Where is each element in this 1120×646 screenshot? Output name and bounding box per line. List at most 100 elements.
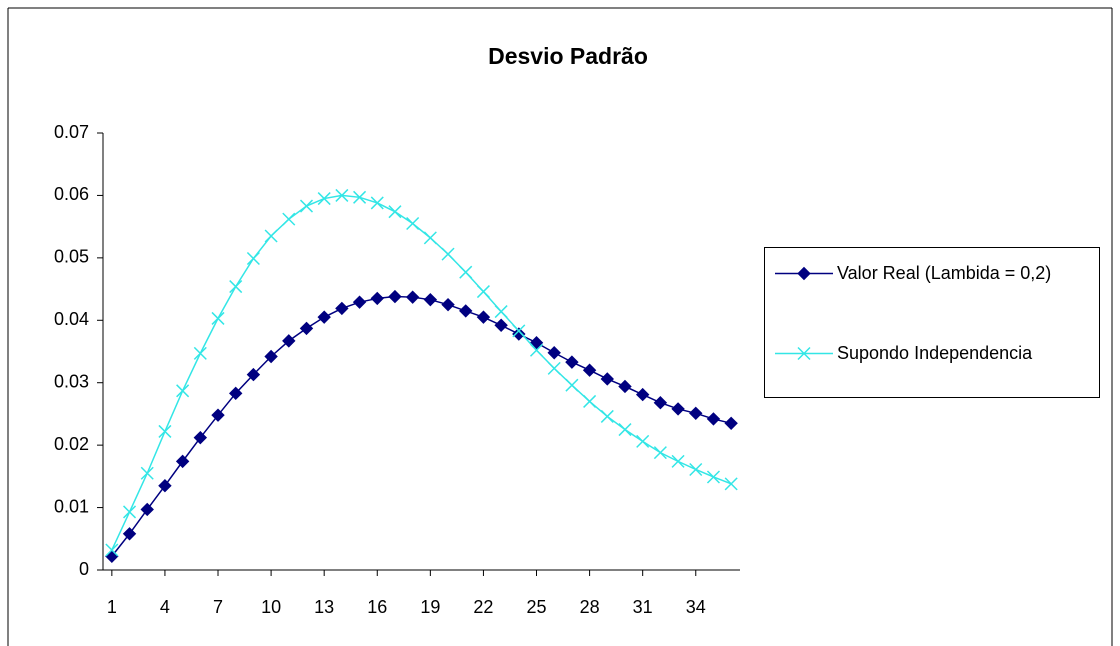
point bbox=[724, 477, 738, 491]
series-line bbox=[111, 194, 732, 551]
point bbox=[193, 430, 208, 445]
point bbox=[406, 216, 420, 231]
point bbox=[618, 423, 632, 437]
y-tick-label: 0.01 bbox=[54, 496, 89, 516]
point bbox=[547, 346, 561, 360]
point bbox=[246, 251, 260, 266]
x-tick-label: 28 bbox=[580, 597, 600, 617]
point bbox=[476, 310, 491, 324]
series-line bbox=[111, 295, 732, 557]
point bbox=[653, 395, 668, 410]
point bbox=[459, 265, 473, 279]
point bbox=[512, 324, 526, 338]
point bbox=[282, 212, 296, 226]
point bbox=[211, 311, 225, 325]
point bbox=[635, 387, 650, 402]
point bbox=[512, 327, 526, 341]
legend: Valor Real (Lambida = 0,2) Supondo Indepe… bbox=[764, 247, 1100, 398]
point bbox=[405, 290, 420, 304]
point bbox=[335, 188, 349, 202]
x-tick-label: 10 bbox=[261, 597, 281, 617]
y-tick-label: 0.06 bbox=[54, 184, 89, 204]
point bbox=[229, 280, 243, 294]
point bbox=[264, 229, 278, 243]
point bbox=[441, 247, 455, 261]
x-tick-label: 25 bbox=[526, 597, 546, 617]
point bbox=[583, 394, 597, 408]
point bbox=[193, 346, 207, 360]
point bbox=[689, 462, 703, 477]
legend-marker bbox=[797, 266, 811, 281]
point bbox=[175, 454, 190, 469]
point bbox=[600, 409, 614, 423]
point bbox=[158, 479, 172, 493]
point bbox=[565, 355, 579, 369]
y-tick-label: 0.02 bbox=[54, 434, 89, 454]
x-tick-label: 4 bbox=[160, 597, 170, 617]
point bbox=[229, 386, 243, 401]
point bbox=[299, 321, 314, 336]
point bbox=[370, 196, 384, 210]
point bbox=[423, 292, 438, 307]
point bbox=[600, 372, 614, 386]
point bbox=[423, 231, 437, 245]
point bbox=[299, 199, 314, 213]
point bbox=[459, 304, 473, 318]
point bbox=[441, 297, 455, 312]
x-tick-label: 7 bbox=[213, 597, 223, 617]
y-tick-label: 0.04 bbox=[54, 309, 89, 329]
legend-swatch bbox=[775, 266, 833, 281]
point bbox=[158, 424, 172, 438]
point bbox=[140, 502, 154, 517]
point bbox=[494, 318, 508, 332]
x-tick-label: 31 bbox=[633, 597, 653, 617]
point bbox=[264, 349, 278, 364]
x-tick-label: 13 bbox=[314, 597, 334, 617]
x-tick-label: 34 bbox=[686, 597, 706, 617]
point bbox=[246, 367, 261, 382]
point bbox=[353, 190, 367, 204]
point bbox=[671, 402, 685, 416]
point bbox=[653, 446, 667, 460]
point bbox=[317, 310, 331, 324]
y-tick-label: 0.07 bbox=[54, 122, 89, 142]
point bbox=[140, 466, 154, 480]
point bbox=[370, 291, 384, 306]
point bbox=[529, 336, 544, 350]
x-tick-label: 16 bbox=[367, 597, 387, 617]
point bbox=[388, 205, 402, 219]
y-tick-label: 0.05 bbox=[54, 247, 89, 267]
y-tick-label: 0.03 bbox=[54, 371, 89, 391]
point bbox=[122, 527, 137, 541]
point bbox=[582, 363, 597, 377]
point bbox=[706, 412, 721, 426]
point bbox=[317, 192, 331, 206]
y-tick-label: 0 bbox=[79, 559, 89, 579]
legend-swatch bbox=[775, 346, 833, 361]
point bbox=[494, 305, 508, 319]
point bbox=[618, 379, 632, 394]
legend-label: Supondo Independencia bbox=[837, 343, 1033, 363]
point bbox=[176, 384, 190, 398]
point bbox=[689, 406, 703, 421]
point bbox=[529, 343, 544, 357]
point bbox=[476, 285, 490, 299]
legend-label: Valor Real (Lambida = 0,2) bbox=[837, 263, 1052, 283]
x-tick-label: 22 bbox=[473, 597, 493, 617]
point bbox=[335, 301, 349, 316]
point bbox=[211, 408, 225, 422]
point bbox=[636, 434, 650, 448]
point bbox=[388, 289, 402, 304]
point bbox=[105, 543, 119, 557]
x-tick-label: 19 bbox=[420, 597, 440, 617]
x-tick-label: 1 bbox=[107, 597, 117, 617]
legend-marker bbox=[797, 346, 811, 361]
point bbox=[706, 470, 720, 484]
point bbox=[282, 334, 296, 348]
point bbox=[123, 505, 137, 519]
point bbox=[724, 416, 738, 431]
chart-title: Desvio Padrão bbox=[488, 43, 648, 69]
point bbox=[671, 454, 685, 468]
